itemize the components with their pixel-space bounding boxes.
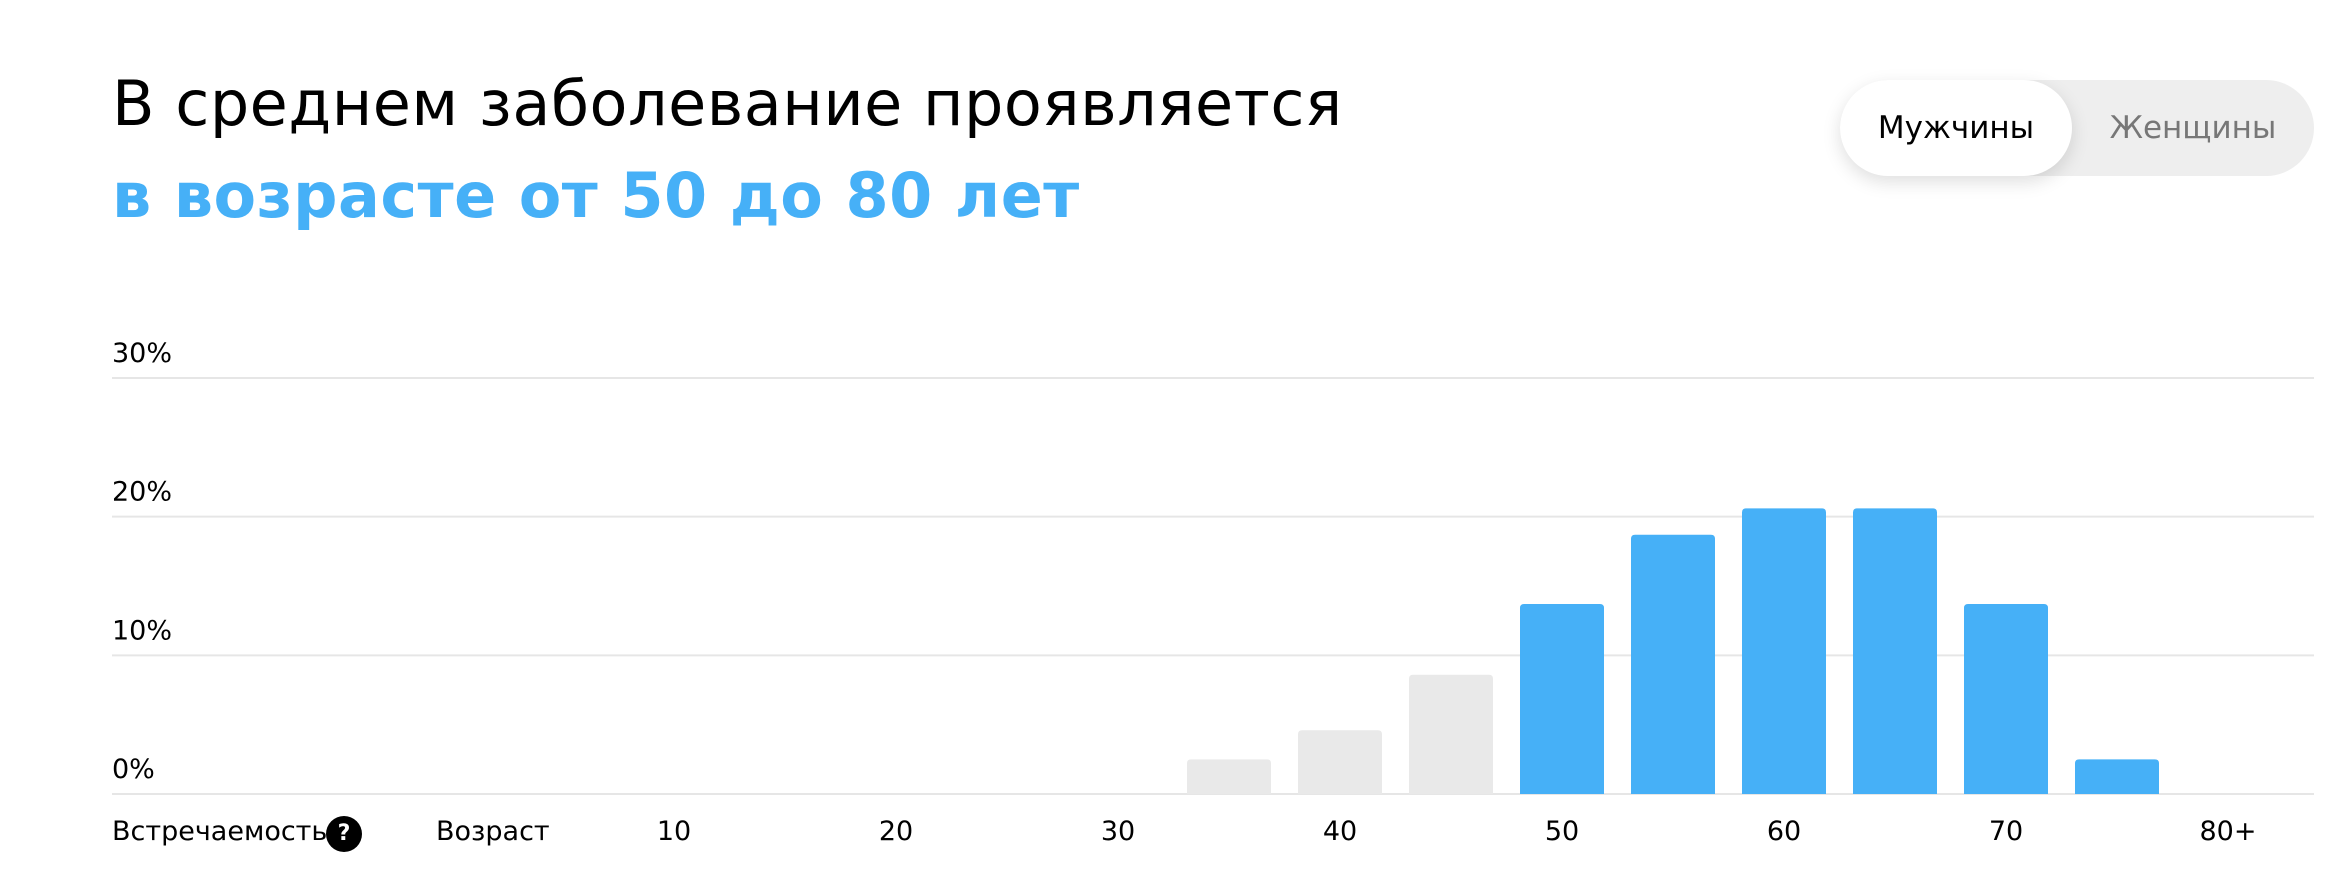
x-tick-label: 70 <box>1989 816 2023 847</box>
x-tick-label: 10 <box>657 816 691 847</box>
toggle-option-men[interactable]: Мужчины <box>1840 80 2072 176</box>
help-icon[interactable]: ? <box>326 816 362 852</box>
y-tick-label: 10% <box>112 615 172 646</box>
y-tick-label: 20% <box>112 477 172 508</box>
bar <box>1631 534 1715 794</box>
toggle-option-women[interactable]: Женщины <box>2109 110 2277 146</box>
y-tick-label: 0% <box>112 754 155 785</box>
x-tick-label: 20 <box>879 816 913 847</box>
chart-title: В среднем заболевание проявляется в возр… <box>112 58 1343 242</box>
bar <box>2075 759 2159 794</box>
title-line-1: В среднем заболевание проявляется <box>112 67 1343 140</box>
bar <box>1298 730 1382 794</box>
x-axis-label: Возраст <box>436 816 550 847</box>
bar <box>1187 759 1271 794</box>
y-axis-label: Встречаемость <box>112 816 327 847</box>
x-tick-label: 60 <box>1767 816 1801 847</box>
bar <box>1520 604 1604 794</box>
y-tick-label: 30% <box>112 338 172 369</box>
x-tick-label: 30 <box>1101 816 1135 847</box>
gender-toggle[interactable]: Мужчины Женщины <box>1840 80 2314 176</box>
bar <box>1742 508 1826 794</box>
title-line-2-highlight: в возрасте от 50 до 80 лет <box>112 159 1080 232</box>
bar <box>1964 604 2048 794</box>
x-tick-label: 80+ <box>2200 816 2257 847</box>
x-tick-label: 40 <box>1323 816 1357 847</box>
bar <box>1409 674 1493 794</box>
x-tick-label: 50 <box>1545 816 1579 847</box>
bar <box>1853 508 1937 794</box>
